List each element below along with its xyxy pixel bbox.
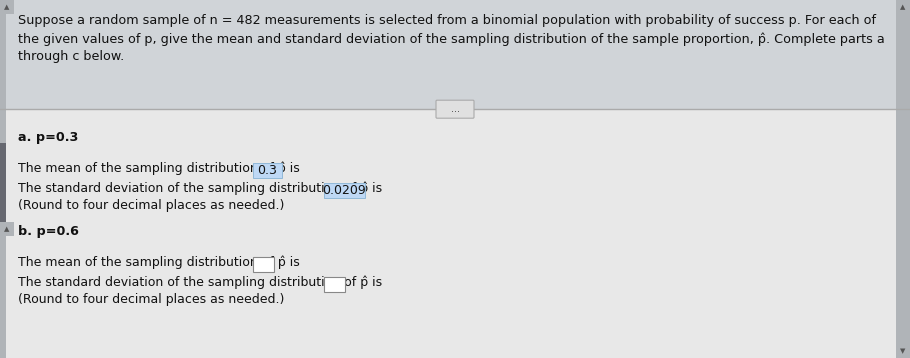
- Text: (Round to four decimal places as needed.): (Round to four decimal places as needed.…: [18, 293, 284, 306]
- Text: 0.3: 0.3: [258, 164, 278, 177]
- Text: b. p=0.6: b. p=0.6: [18, 225, 79, 238]
- FancyBboxPatch shape: [436, 100, 474, 118]
- Bar: [896, 0, 910, 358]
- FancyBboxPatch shape: [253, 257, 274, 272]
- Text: (Round to four decimal places as needed.): (Round to four decimal places as needed.…: [18, 199, 284, 212]
- Text: The mean of the sampling distribution of p̂ is: The mean of the sampling distribution of…: [18, 255, 299, 269]
- FancyBboxPatch shape: [323, 183, 365, 198]
- Bar: [0, 0, 910, 109]
- Text: a. p=0.3: a. p=0.3: [18, 131, 78, 144]
- Text: ▼: ▼: [900, 348, 905, 354]
- Text: 0.0209: 0.0209: [322, 184, 366, 197]
- Text: ...: ...: [450, 104, 460, 114]
- Text: the given values of p, give the mean and standard deviation of the sampling dist: the given values of p, give the mean and…: [18, 32, 885, 45]
- Text: Suppose a random sample of n = 482 measurements is selected from a binomial popu: Suppose a random sample of n = 482 measu…: [18, 14, 876, 27]
- Text: The standard deviation of the sampling distribution of p̂ is: The standard deviation of the sampling d…: [18, 275, 382, 289]
- Bar: [0, 109, 910, 358]
- Text: through c below.: through c below.: [18, 50, 125, 63]
- Bar: [0, 143, 6, 222]
- Bar: [0, 222, 14, 236]
- Text: The mean of the sampling distribution of p̂ is: The mean of the sampling distribution of…: [18, 161, 299, 175]
- Text: ▲: ▲: [5, 4, 10, 10]
- FancyBboxPatch shape: [323, 277, 345, 292]
- Text: The standard deviation of the sampling distribution of p̂ is: The standard deviation of the sampling d…: [18, 181, 382, 195]
- Bar: [0, 0, 6, 358]
- Text: ▲: ▲: [900, 4, 905, 10]
- Text: ▲: ▲: [5, 226, 10, 232]
- FancyBboxPatch shape: [253, 163, 282, 178]
- Bar: [0, 0, 14, 14]
